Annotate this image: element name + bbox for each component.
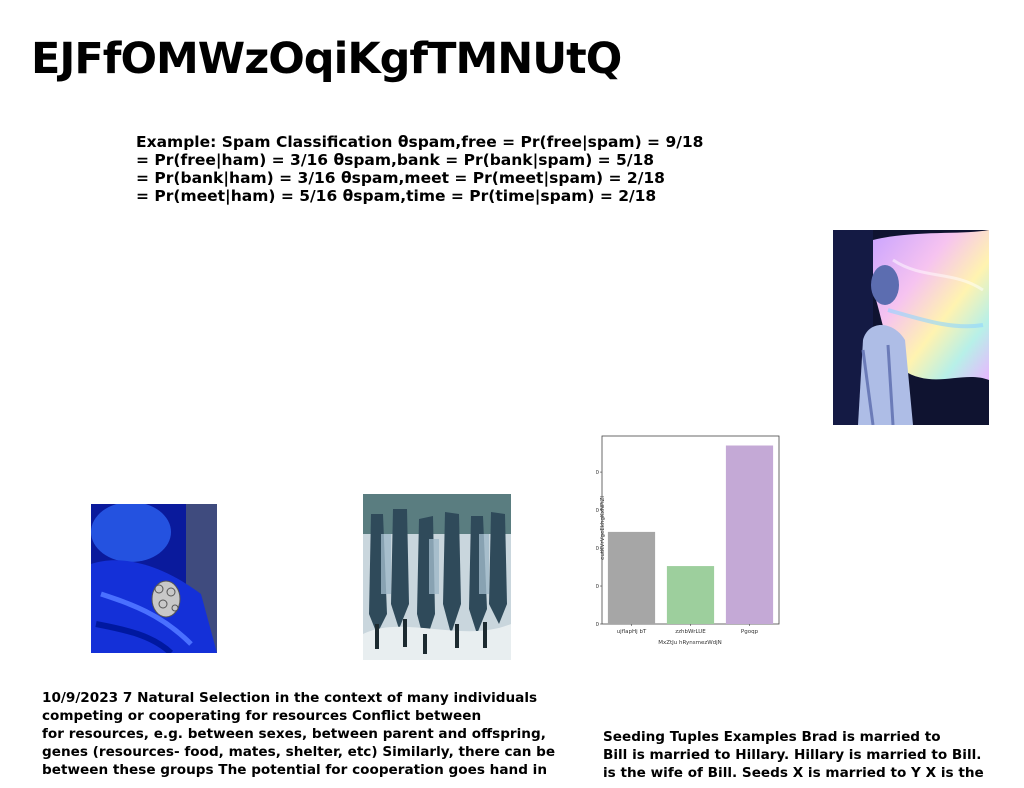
y-tick-label: 400 <box>596 546 599 552</box>
bar-chart-svg: eutKVrVgeEkhgKxNPiZl 0 200 400 600 800 ujfla… <box>596 435 780 646</box>
text-line: between these groups The potential for c… <box>42 762 547 778</box>
y-tick-label: 0 <box>596 622 600 628</box>
example-line: = Pr(meet|ham) = 5/16 θspam,time = Pr(ti… <box>136 187 657 205</box>
text-line: genes (resources- food, mates, shelter, … <box>42 744 556 760</box>
x-tick-label: zzhbWrLUE <box>675 629 706 635</box>
y-axis-label: eutKVrVgeEkhgKxNPiZl <box>600 496 606 560</box>
y-tick-label: 200 <box>596 584 599 590</box>
spam-example-text: Example: Spam Classification θspam,free … <box>136 133 776 205</box>
bar-chart: eutKVrVgeEkhgKxNPiZl 0 200 400 600 800 ujfla… <box>596 433 782 647</box>
bar <box>666 566 715 624</box>
x-axis-label: MxZtJu hRynsmezWdjN <box>658 640 722 646</box>
bar <box>607 531 656 624</box>
text-line: for resources, e.g. between sexes, betwe… <box>42 726 546 742</box>
text-line: competing or cooperating for resources C… <box>42 708 482 724</box>
example-line: Example: Spam Classification θspam,free … <box>136 133 704 151</box>
natural-selection-text: 10/9/2023 7 Natural Selection in the con… <box>42 689 602 779</box>
text-line: Seeding Tuples Examples Brad is married … <box>603 729 941 745</box>
woman-with-rainbow-fabric-image <box>833 230 989 425</box>
text-line: Bill is married to Hillary. Hillary is m… <box>603 747 982 763</box>
text-line: is the wife of Bill. Seeds X is married … <box>603 765 984 781</box>
bar <box>725 445 774 624</box>
blue-hooded-figure-image <box>91 504 217 653</box>
x-tick-label: ujflapHj bT <box>617 629 647 635</box>
seeding-tuples-text: Seeding Tuples Examples Brad is married … <box>603 728 1013 782</box>
example-line: = Pr(bank|ham) = 3/16 θspam,meet = Pr(me… <box>136 169 665 187</box>
x-tick-label: Pgoqp <box>741 629 759 635</box>
painted-crowd-image <box>363 494 511 660</box>
text-line: 10/9/2023 7 Natural Selection in the con… <box>42 690 538 706</box>
page-title: EJFfOMWzOqiKgfTMNUtQ <box>31 34 622 84</box>
example-line: = Pr(free|ham) = 3/16 θspam,bank = Pr(ba… <box>136 151 655 169</box>
y-tick-label: 800 <box>596 470 599 476</box>
y-tick-label: 600 <box>596 508 599 514</box>
